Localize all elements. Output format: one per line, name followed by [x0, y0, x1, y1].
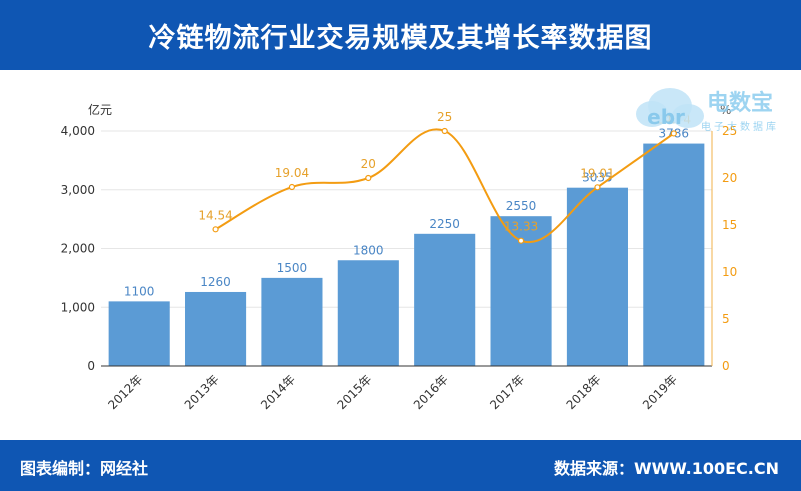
bar-data-label: 1100	[124, 284, 155, 298]
footer-source: 数据来源：WWW.100EC.CN	[553, 459, 779, 478]
line-point	[670, 130, 677, 137]
bar-data-label: 1260	[200, 275, 231, 289]
cloud-logo-icon: ebr 电数宝 电子大数据库	[636, 88, 779, 133]
bar	[414, 233, 476, 366]
y-right-tick-label: 20	[722, 171, 737, 185]
bar	[643, 143, 705, 366]
bar	[337, 260, 399, 366]
y-left-tick-label: 3,000	[61, 183, 95, 197]
line-point	[441, 127, 448, 135]
x-tick-label: 2018年	[564, 372, 604, 412]
line-point	[365, 174, 372, 182]
y-left-tick-label: 4,000	[61, 124, 95, 138]
chart-area: 0 1,000 2,000 3,000 4,000 0 5 10 15 20 25 亿元% 1100 12…	[0, 70, 801, 440]
title-banner: 冷链物流行业交易规模及其增长率数据图	[0, 0, 801, 70]
x-tick-label: 2017年	[487, 372, 527, 412]
line-point	[212, 226, 219, 233]
y-right-tick-label: 10	[722, 265, 737, 279]
bar-data-label: 2250	[429, 217, 460, 231]
line-data-label: 19.04	[275, 166, 309, 180]
line-point	[288, 183, 296, 191]
bar	[261, 277, 323, 366]
y-left-axis-label: 亿元	[88, 102, 112, 117]
y-right-tick-label: 25	[722, 124, 737, 138]
y-left-tick-label: 1,000	[61, 300, 95, 314]
line-data-label: 14.54	[198, 208, 232, 222]
y-right-tick-label: 5	[722, 312, 730, 326]
x-tick-label: 2016年	[411, 372, 451, 412]
line-data-label: 13.33	[504, 220, 538, 234]
y-left-tick-label: 0	[87, 359, 95, 373]
chart-title: 冷链物流行业交易规模及其增长率数据图	[148, 22, 653, 54]
bar	[566, 187, 628, 366]
line-data-label: 25	[437, 110, 452, 124]
svg-text:ebr: ebr	[647, 105, 685, 129]
bar	[185, 291, 247, 366]
line-point	[594, 184, 601, 191]
logo-sub-text: 电子大数据库	[701, 120, 779, 133]
line-data-label: 19.01	[580, 166, 614, 180]
logo: ebr 电数宝 电子大数据库	[628, 84, 798, 140]
line-data-label: 20	[361, 157, 376, 171]
bar	[108, 301, 170, 366]
combo-chart: 0 1,000 2,000 3,000 4,000 0 5 10 15 20 25 亿元 % 1100 12…	[61, 102, 738, 412]
x-tick-label: 2012年	[105, 372, 145, 412]
logo-main-text: 电数宝	[707, 90, 773, 116]
x-tick-label: 2019年	[640, 372, 680, 412]
bar-data-label: 1500	[277, 261, 308, 275]
y-left-tick-label: 2,000	[61, 242, 95, 256]
bar-data-label: 1800	[353, 243, 384, 257]
x-tick-label: 2015年	[334, 372, 374, 412]
y-right-tick-label: 0	[722, 359, 730, 373]
footer: 图表编制：网经社 数据来源：WWW.100EC.CN	[0, 440, 801, 491]
line-point	[517, 237, 525, 244]
footer-credit: 图表编制：网经社	[20, 459, 149, 478]
bar-data-label: 2550	[506, 199, 537, 213]
y-right-axis-label: %	[720, 103, 731, 117]
y-right-tick-label: 15	[722, 218, 737, 232]
x-tick-label: 2014年	[258, 372, 298, 412]
x-tick-label: 2013年	[182, 372, 222, 412]
